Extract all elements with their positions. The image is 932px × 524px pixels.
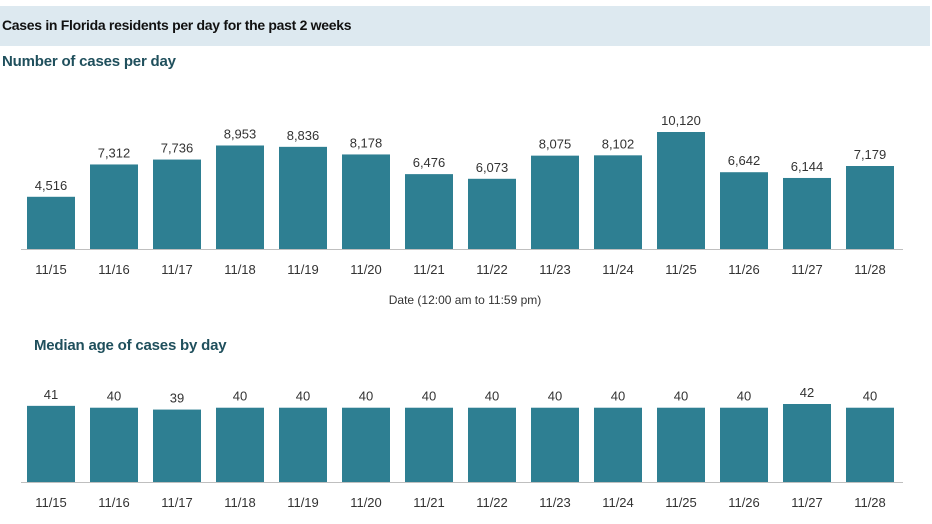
age-bar-11-22 — [468, 407, 516, 482]
cases-x-tick-label: 11/20 — [350, 262, 382, 277]
age-value-label: 40 — [359, 389, 373, 404]
cases-x-tick-label: 11/27 — [791, 262, 823, 277]
age-bar-11-19 — [279, 407, 327, 482]
cases-x-tick-label: 11/16 — [98, 262, 130, 277]
cases-bar-11-24 — [594, 155, 642, 249]
cases-bar-11-20 — [342, 154, 390, 249]
cases-x-tick-label: 11/22 — [476, 262, 508, 277]
age-value-label: 40 — [422, 389, 436, 404]
cases-bar-11-23 — [531, 155, 579, 249]
cases-bar-11-27 — [783, 177, 831, 249]
cases-bar-11-18 — [216, 145, 264, 249]
cases-value-label: 8,953 — [224, 126, 257, 141]
cases-value-label: 6,642 — [728, 153, 761, 168]
cases-x-axis-title: Date (12:00 am to 11:59 pm) — [388, 293, 542, 307]
age-value-label: 40 — [674, 389, 688, 404]
cases-value-label: 8,178 — [350, 135, 383, 150]
age-x-tick-label: 11/27 — [791, 495, 823, 510]
age-value-label: 40 — [863, 389, 877, 404]
cases-x-tick-label: 11/18 — [224, 262, 256, 277]
age-x-tick-label: 11/25 — [665, 495, 697, 510]
age-x-tick-label: 11/16 — [98, 495, 130, 510]
page-title: Cases in Florida residents per day for t… — [2, 17, 352, 33]
cases-bar-chart: 4,516 11/15 7,312 11/16 7,736 11/17 8,953 11/18… — [21, 113, 903, 277]
cases-value-label: 7,179 — [854, 147, 887, 162]
age-bar-11-17 — [153, 409, 201, 482]
cases-value-label: 6,073 — [476, 160, 509, 175]
age-value-label: 41 — [44, 387, 58, 402]
cases-bar-11-16 — [90, 164, 138, 249]
age-bar-11-26 — [720, 407, 768, 482]
cases-value-label: 7,312 — [98, 145, 131, 160]
chart-title-median-age: Median age of cases by day — [34, 337, 227, 354]
cases-x-tick-label: 11/15 — [35, 262, 67, 277]
age-x-tick-label: 11/19 — [287, 495, 319, 510]
age-x-tick-label: 11/17 — [161, 495, 193, 510]
age-value-label: 40 — [737, 389, 751, 404]
cases-x-tick-label: 11/24 — [602, 262, 634, 277]
age-bar-11-28 — [846, 407, 894, 482]
age-x-tick-label: 11/28 — [854, 495, 886, 510]
age-bar-11-18 — [216, 407, 264, 482]
cases-bar-11-21 — [405, 174, 453, 249]
cases-value-label: 6,476 — [413, 155, 446, 170]
age-x-tick-label: 11/15 — [35, 495, 67, 510]
cases-bar-11-25 — [657, 132, 705, 249]
age-value-label: 40 — [296, 389, 310, 404]
cases-x-tick-label: 11/17 — [161, 262, 193, 277]
cases-x-tick-label: 11/23 — [539, 262, 571, 277]
age-value-label: 39 — [170, 391, 184, 406]
age-value-label: 40 — [485, 389, 499, 404]
age-bar-11-20 — [342, 407, 390, 482]
cases-value-label: 8,075 — [539, 137, 572, 152]
cases-bar-11-22 — [468, 178, 516, 249]
age-bar-11-23 — [531, 407, 579, 482]
cases-bar-11-17 — [153, 159, 201, 249]
header-band — [0, 6, 930, 46]
cases-bar-11-15 — [27, 196, 75, 249]
cases-value-label: 10,120 — [661, 113, 701, 128]
age-value-label: 40 — [611, 389, 625, 404]
age-x-tick-label: 11/24 — [602, 495, 634, 510]
cases-value-label: 8,836 — [287, 128, 320, 143]
age-value-label: 40 — [548, 389, 562, 404]
cases-value-label: 8,102 — [602, 136, 635, 151]
chart-title-cases: Number of cases per day — [2, 53, 176, 70]
cases-bar-11-28 — [846, 166, 894, 249]
cases-x-tick-label: 11/25 — [665, 262, 697, 277]
age-x-tick-label: 11/18 — [224, 495, 256, 510]
cases-value-label: 4,516 — [35, 178, 68, 193]
age-bar-11-24 — [594, 407, 642, 482]
cases-x-tick-label: 11/26 — [728, 262, 760, 277]
age-value-label: 40 — [107, 389, 121, 404]
cases-x-tick-label: 11/21 — [413, 262, 445, 277]
age-value-label: 42 — [800, 385, 814, 400]
age-value-label: 40 — [233, 389, 247, 404]
age-x-tick-label: 11/20 — [350, 495, 382, 510]
cases-value-label: 7,736 — [161, 141, 194, 156]
cases-value-label: 6,144 — [791, 159, 824, 174]
cases-bar-11-26 — [720, 172, 768, 249]
age-bar-11-16 — [90, 407, 138, 482]
cases-bar-11-19 — [279, 146, 327, 249]
age-x-tick-label: 11/22 — [476, 495, 508, 510]
age-bar-11-27 — [783, 404, 831, 482]
cases-x-tick-label: 11/19 — [287, 262, 319, 277]
age-x-tick-label: 11/26 — [728, 495, 760, 510]
age-bar-11-25 — [657, 407, 705, 482]
age-x-tick-label: 11/21 — [413, 495, 445, 510]
age-x-tick-label: 11/23 — [539, 495, 571, 510]
age-bar-11-15 — [27, 405, 75, 482]
cases-x-tick-label: 11/28 — [854, 262, 886, 277]
age-bar-11-21 — [405, 407, 453, 482]
